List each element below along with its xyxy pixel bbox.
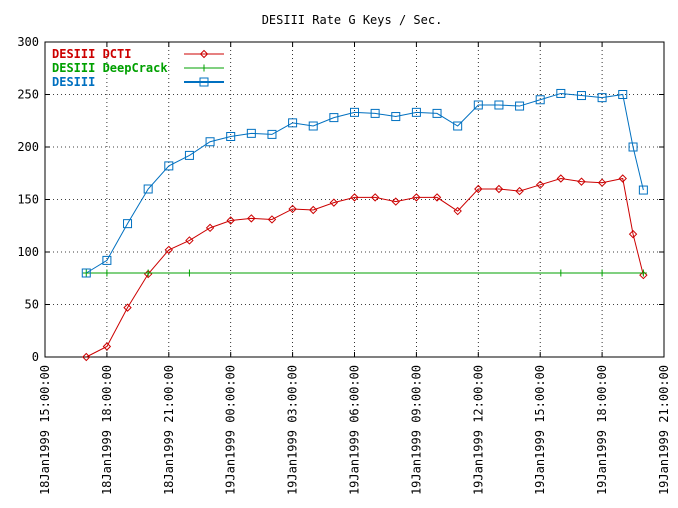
data-point [597, 178, 607, 187]
grid [45, 42, 664, 357]
data-point [515, 101, 525, 111]
data-point [576, 91, 586, 101]
series-line [86, 92, 644, 274]
series-line [86, 177, 644, 358]
data-point [473, 100, 483, 110]
data-point [205, 223, 215, 233]
data-point [102, 255, 112, 265]
series-0 [82, 174, 648, 362]
data-point [411, 107, 421, 117]
x-tick-label: 19Jan1999 03:00:00 [286, 365, 300, 495]
legend-swatch-marker [200, 64, 208, 72]
data-point [618, 174, 627, 183]
data-point [370, 193, 380, 202]
legend-swatch-marker [199, 77, 209, 87]
data-point [205, 137, 215, 147]
data-point [577, 177, 586, 186]
data-point [226, 132, 236, 141]
data-point [143, 184, 153, 194]
data-point [350, 193, 359, 202]
y-tick-label: 150 [17, 193, 39, 207]
x-tick-label: 19Jan1999 15:00:00 [533, 365, 547, 495]
x-tick-label: 19Jan1999 09:00:00 [409, 365, 423, 495]
data-point [247, 214, 256, 223]
chart-title: DESIII Rate G Keys / Sec. [262, 13, 443, 27]
data-point [226, 216, 235, 225]
data-point [123, 219, 133, 229]
data-point [184, 150, 194, 160]
data-point [628, 229, 638, 239]
data-point [103, 269, 111, 277]
x-tick-label: 18Jan1999 15:00:00 [38, 365, 52, 495]
data-point [412, 193, 421, 202]
data-point [453, 206, 462, 216]
x-tick-label: 18Jan1999 18:00:00 [100, 365, 114, 495]
data-point [432, 193, 442, 202]
x-tick-label: 18Jan1999 21:00:00 [162, 365, 176, 495]
data-point [185, 236, 194, 245]
data-point [453, 121, 463, 131]
series-1 [82, 269, 647, 277]
y-tick-label: 250 [17, 88, 39, 102]
data-point [391, 197, 400, 206]
legend-label: DESIII DCTI [52, 47, 131, 61]
legend-label: DESIII DeepCrack [52, 61, 168, 75]
data-point [618, 90, 628, 99]
x-tick-label: 19Jan1999 06:00:00 [348, 365, 362, 495]
plot-frame [44, 41, 665, 358]
data-point [309, 205, 318, 215]
legend-label: DESIII [52, 75, 95, 89]
data-point [164, 161, 174, 171]
y-tick-label: 100 [17, 245, 39, 259]
data-point [164, 245, 174, 255]
data-point [639, 269, 647, 277]
y-tick-label: 0 [32, 350, 39, 364]
y-tick-label: 300 [17, 35, 39, 49]
x-tick-label: 19Jan1999 12:00:00 [471, 365, 485, 495]
data-point [556, 174, 566, 183]
data-point [556, 88, 566, 98]
data-point [350, 107, 359, 117]
series-layer [81, 88, 648, 362]
data-point [123, 303, 132, 312]
data-point [628, 142, 638, 152]
series-2 [81, 88, 648, 278]
data-point [597, 93, 607, 103]
data-point [329, 113, 339, 123]
x-tick-label: 19Jan1999 00:00:00 [224, 365, 238, 495]
data-point [185, 269, 193, 277]
data-point [515, 186, 524, 196]
data-point [474, 184, 483, 194]
data-point [494, 100, 504, 110]
data-point [288, 118, 298, 128]
data-point [535, 95, 545, 105]
y-tick-label: 50 [25, 298, 39, 312]
legend-swatch-marker [199, 49, 209, 59]
data-point [638, 185, 648, 195]
data-point [308, 121, 318, 131]
x-tick-label: 19Jan1999 21:00:00 [657, 365, 671, 495]
data-point [598, 269, 606, 277]
data-point [267, 129, 277, 139]
data-point [535, 180, 545, 190]
x-tick-label: 19Jan1999 18:00:00 [595, 365, 609, 495]
data-point [370, 108, 380, 118]
data-point [432, 108, 442, 118]
data-point [82, 352, 91, 362]
data-point [329, 198, 339, 207]
data-point [81, 268, 91, 278]
data-point [494, 184, 504, 194]
data-point [391, 112, 401, 122]
data-point [639, 270, 648, 280]
y-tick-label: 200 [17, 140, 39, 154]
data-point [288, 204, 297, 214]
axes: 0 50 100 150 200 250 300 18Jan1999 15:00:00 18Ja… [17, 35, 671, 495]
data-point [102, 342, 112, 351]
data-point [246, 128, 256, 138]
data-point [267, 215, 277, 224]
data-point [144, 269, 152, 277]
data-point [557, 269, 565, 277]
